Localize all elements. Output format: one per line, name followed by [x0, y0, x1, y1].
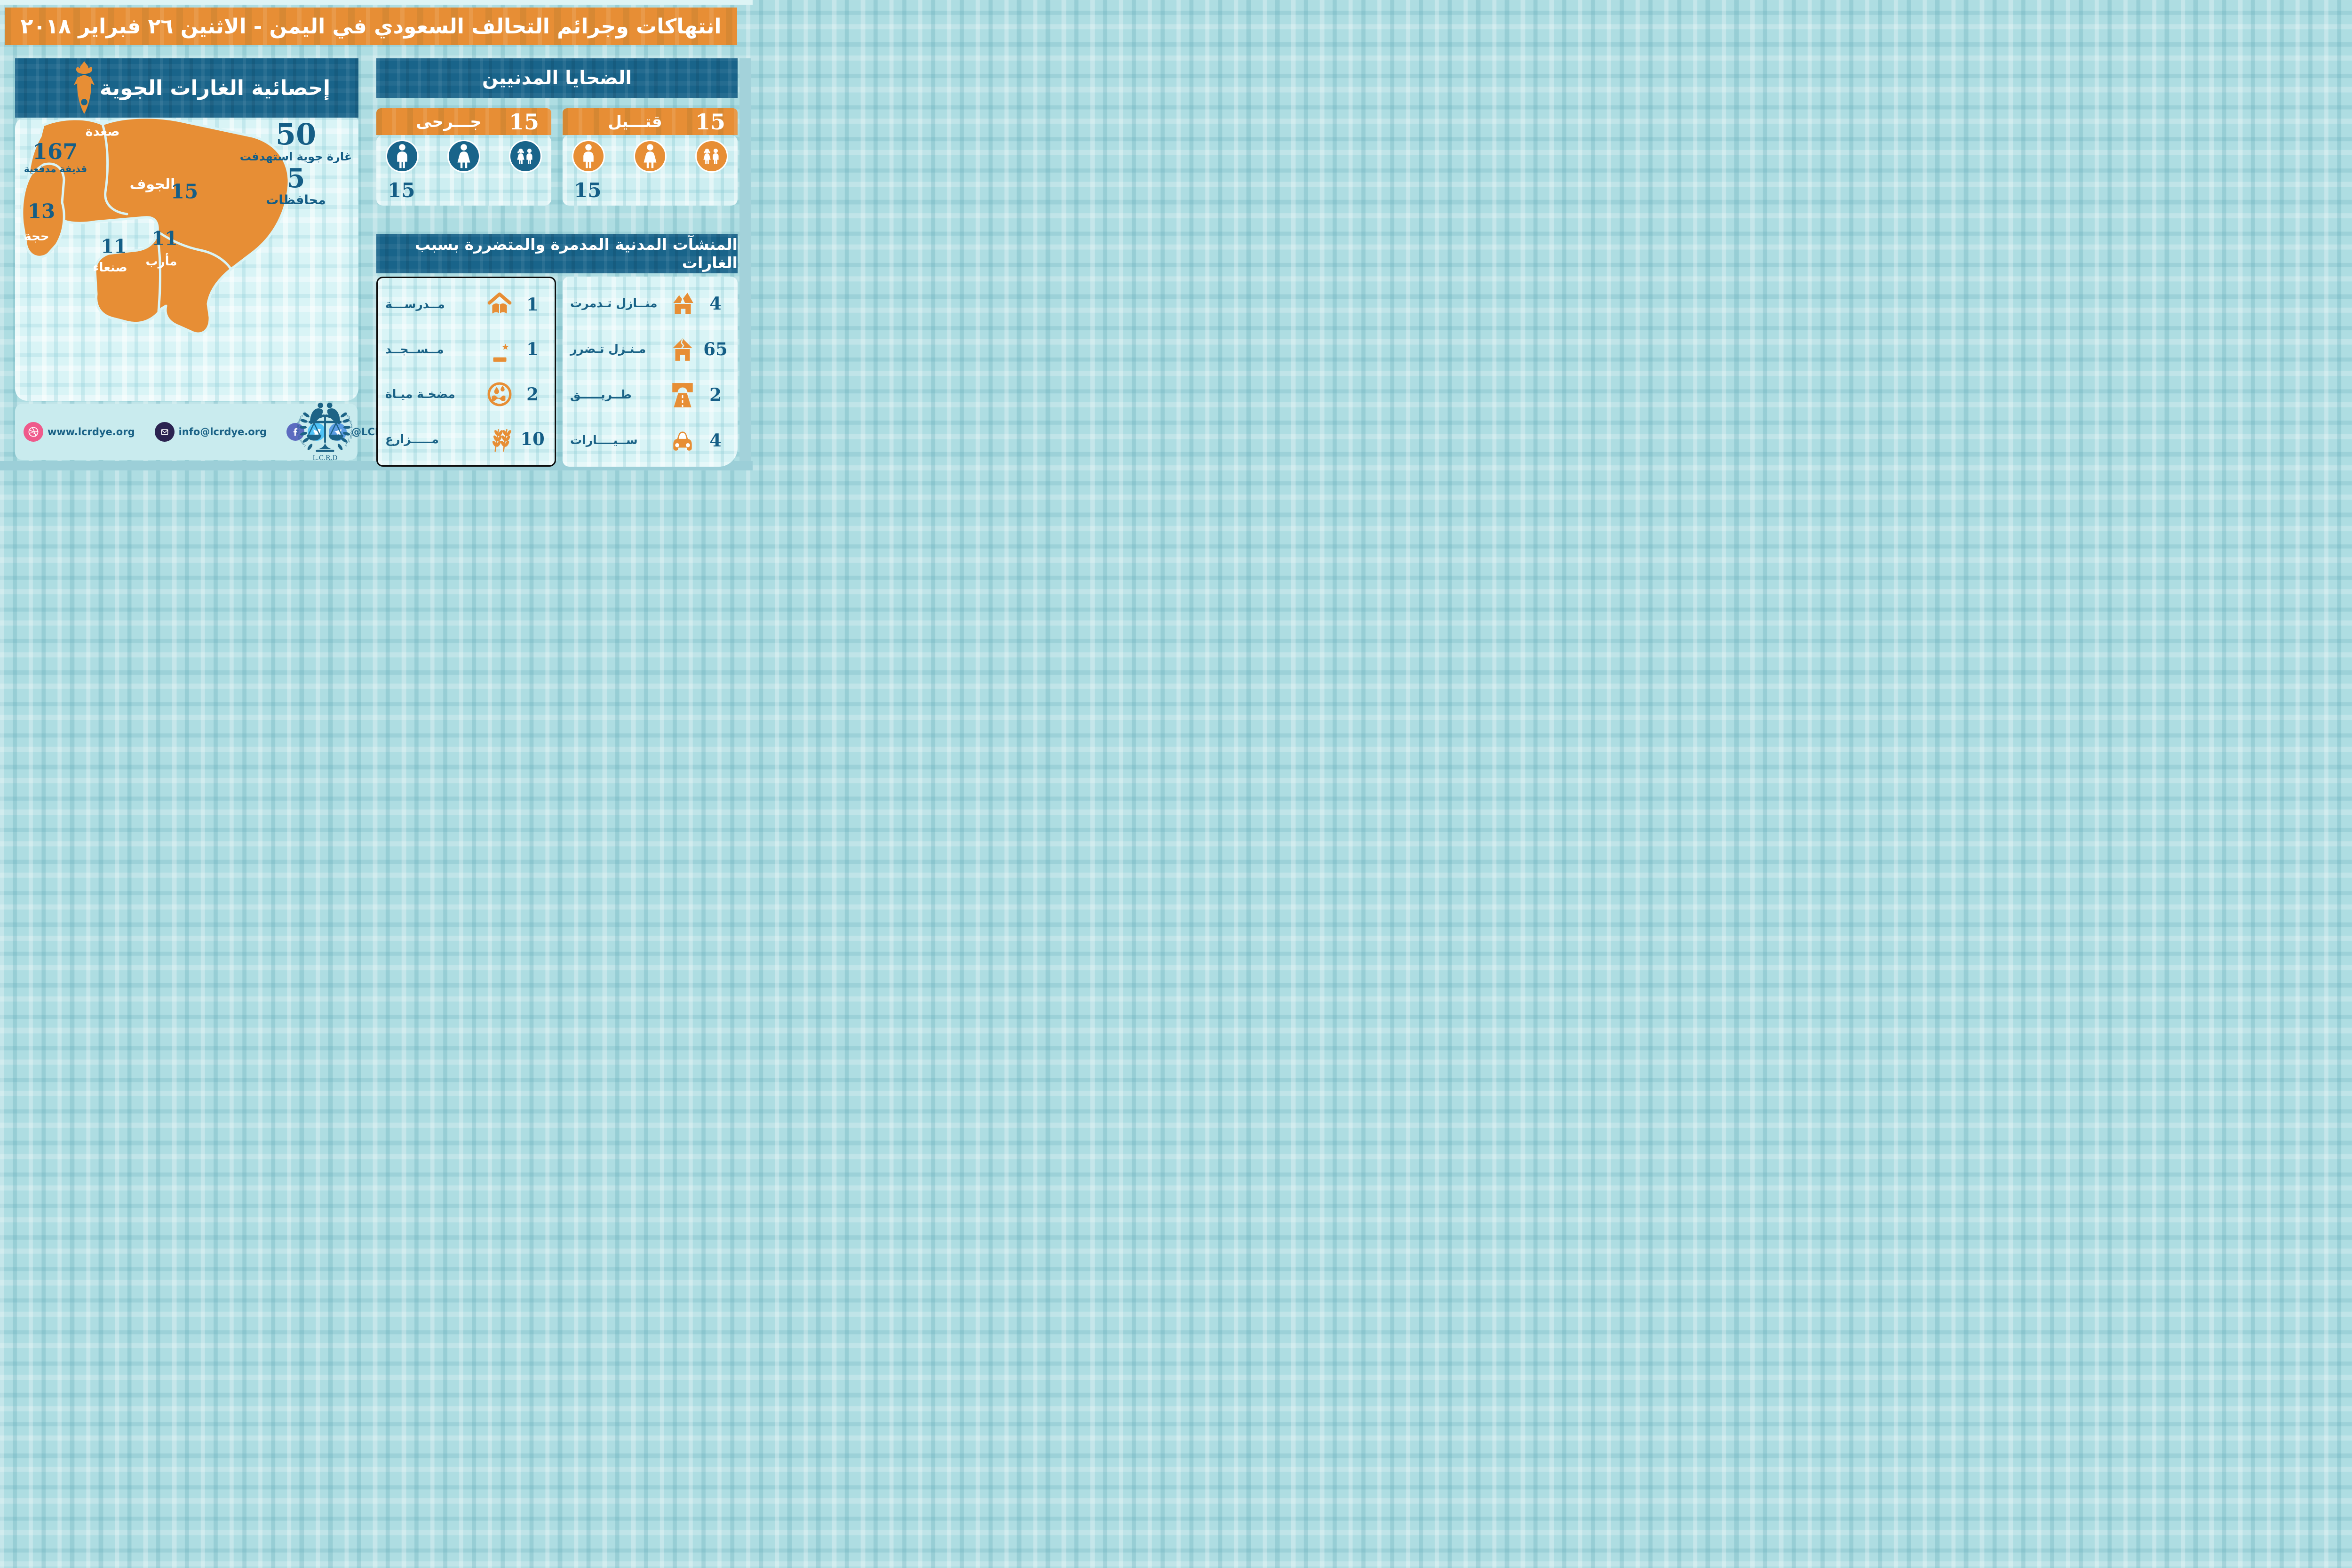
map-label-hajjah: حجة — [24, 230, 49, 244]
bomb-icon — [73, 61, 95, 114]
map-border-sanaa-marib — [155, 232, 161, 313]
farms-label: مـــــزارع — [385, 432, 439, 446]
killed-card-header: قتـــيل 15 — [563, 108, 738, 135]
map-value-saada: 167 — [32, 139, 78, 164]
killed-total: 15 — [574, 179, 602, 202]
facebook-link[interactable] — [286, 423, 305, 441]
bottom-band — [0, 461, 753, 470]
email-address[interactable]: info@lcrdye.org — [178, 426, 267, 438]
facebook-icon — [293, 428, 298, 436]
mosque-icon — [492, 337, 509, 362]
website-url[interactable]: www.lcrdye.org — [48, 426, 135, 438]
airstrikes-map-card: صعدة 167 قذيفة مدفعية الجوف 15 13 حجة 11… — [15, 118, 358, 401]
page-title: انتهاكات وجرائم التحالف السعودي في اليمن… — [20, 14, 722, 39]
houses-destroyed-label: منــازل تـدمرت — [570, 296, 658, 310]
facility-row-houses-destroyed: منــازل تـدمرت 4 — [563, 290, 738, 317]
facility-row-school: مــدرســـة 1 — [378, 291, 555, 318]
man-icon — [572, 140, 605, 173]
water-pump-count: 2 — [526, 383, 539, 405]
water-pump-icon — [487, 382, 512, 406]
school-count: 1 — [526, 294, 539, 315]
road-icon — [672, 382, 693, 407]
airstrikes-governorates-label: محافظات — [266, 193, 326, 207]
airstrikes-header: إحصائية الغارات الجوية — [99, 76, 331, 100]
wounded-card-body: 15 — [376, 135, 551, 206]
wheat-icon — [492, 429, 511, 452]
school-label: مــدرســـة — [385, 297, 445, 311]
victims-header: الضحايا المدنيين — [482, 67, 632, 89]
killed-card-body: 15 — [563, 135, 738, 206]
facilities-card-b: منــازل تـدمرت 4 مـنـزل تـضرر 65 طــريــ… — [563, 277, 738, 467]
facilities-card-a: مــدرســـة 1 مــســجــد 1 مضخـة ميـاة — [376, 277, 556, 467]
website-link[interactable] — [24, 422, 43, 442]
map-border-jawf-marib — [156, 230, 232, 271]
road-count: 2 — [709, 384, 722, 405]
envelope-icon — [161, 429, 168, 435]
man-icon — [386, 140, 419, 173]
airstrikes-governorates: 5 — [286, 163, 305, 194]
cars-label: ســيــــارات — [570, 433, 638, 447]
victims-header-band: الضحايا المدنيين — [376, 58, 738, 98]
airstrikes-stats: 50 غارة جوية استهدفت 5 محافظات — [237, 119, 355, 208]
airstrikes-total: 50 — [275, 117, 317, 151]
facility-row-road: طــريـــــق 2 — [563, 381, 738, 408]
wounded-total: 15 — [388, 179, 415, 202]
scales-of-justice-icon: Legal Center for Rights and Development … — [296, 398, 353, 462]
mosque-label: مــســجــد — [385, 342, 444, 356]
map-label-sanaa: صنعاء — [93, 261, 127, 275]
map-label-marib: مأرب — [145, 255, 177, 269]
woman-icon — [447, 140, 480, 173]
mosque-count: 1 — [526, 339, 539, 360]
damaged-house-icon — [673, 338, 692, 361]
car-icon — [673, 431, 692, 451]
map-value-label-saada: قذيفة مدفعية — [24, 163, 87, 175]
water-pump-label: مضخـة ميـاة — [385, 387, 455, 401]
right-edge-strip — [739, 58, 751, 461]
map-value-marib: 11 — [151, 227, 178, 250]
facility-row-mosque: مــســجــد 1 — [378, 335, 555, 363]
email-link[interactable] — [154, 422, 175, 442]
lcrd-logo: Legal Center for Rights and Development … — [296, 398, 353, 464]
map-region-landmass — [27, 118, 290, 335]
map-value-sanaa: 11 — [101, 235, 127, 258]
killed-label: قتـــيل — [608, 112, 662, 131]
top-strip — [0, 0, 753, 5]
airstrikes-total-label: غارة جوية استهدفت — [239, 150, 352, 163]
dribbble-icon — [28, 427, 39, 437]
children-icon — [509, 140, 542, 173]
farms-count: 10 — [520, 429, 545, 450]
school-icon — [487, 292, 512, 314]
wounded-label: جـــرحى — [416, 112, 482, 131]
facility-row-water-pump: مضخـة ميـاة 2 — [378, 381, 555, 408]
footer: www.lcrdye.org info@lcrdye.org @LCRDye — [15, 398, 404, 462]
map-border-saada-jawf — [101, 123, 128, 215]
woman-icon — [634, 140, 667, 173]
houses-destroyed-count: 4 — [709, 293, 722, 314]
wounded-value: 15 — [509, 109, 539, 135]
map-label-saada: صعدة — [85, 124, 120, 139]
logo-text: L.C.R.D — [312, 454, 337, 462]
children-icon — [695, 140, 728, 173]
title-bar: انتهاكات وجرائم التحالف السعودي في اليمن… — [5, 8, 737, 45]
house-damaged-label: مـنـزل تـضرر — [570, 342, 646, 356]
wounded-card-header: جـــرحى 15 — [376, 108, 551, 135]
map-value-jawf: 15 — [170, 180, 199, 203]
facility-row-farms: مـــــزارع 10 — [378, 425, 555, 453]
road-label: طــريـــــق — [570, 388, 632, 401]
map-label-jawf: الجوف — [129, 176, 175, 193]
facility-row-cars: ســيــــارات 4 — [563, 427, 738, 454]
map-value-hajjah: 13 — [27, 199, 56, 223]
map-region-hajjah — [21, 162, 65, 258]
facility-row-house-damaged: مـنـزل تـضرر 65 — [563, 335, 738, 363]
facilities-header: المنشآت المدنية المدمرة والمتضررة بسبب ا… — [414, 235, 738, 272]
facilities-header-band: المنشآت المدنية المدمرة والمتضررة بسبب ا… — [376, 234, 738, 273]
killed-value: 15 — [695, 109, 725, 135]
destroyed-house-icon — [673, 292, 693, 314]
house-damaged-count: 65 — [703, 338, 728, 359]
yemen-map — [21, 118, 290, 335]
cars-count: 4 — [709, 430, 722, 451]
airstrikes-header-band: إحصائية الغارات الجوية — [15, 58, 358, 118]
